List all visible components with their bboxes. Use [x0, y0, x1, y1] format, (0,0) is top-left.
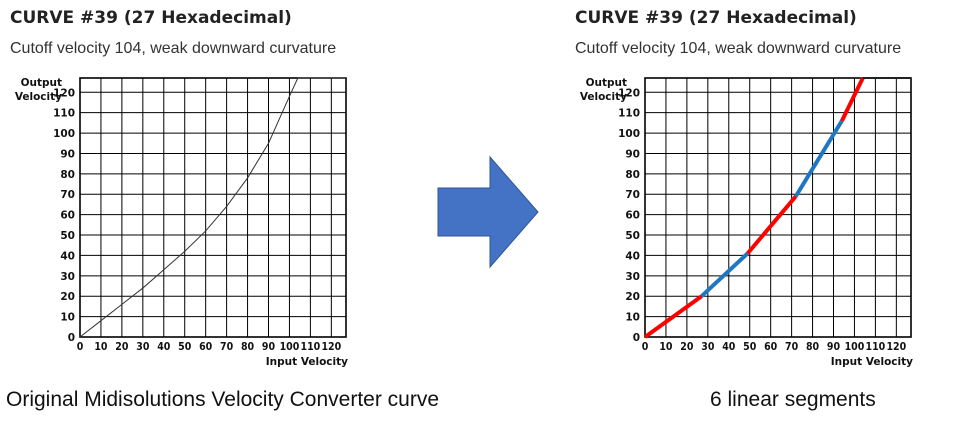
right-segment-4 — [794, 119, 844, 198]
left-chart-title: CURVE #39 (27 Hexadecimal) — [10, 8, 292, 28]
left-x-tick-label: 110 — [301, 341, 321, 353]
right-x-tick-label: 120 — [886, 341, 906, 353]
left-x-tick-label: 40 — [157, 341, 171, 353]
left-x-tick-label: 100 — [280, 341, 300, 353]
right-y-axis-label-line2: Velocity — [580, 91, 627, 103]
left-chart-subtitle: Cutoff velocity 104, weak downward curva… — [10, 40, 337, 57]
right-y-tick-label: 120 — [618, 87, 640, 99]
right-y-tick-label: 100 — [618, 128, 640, 140]
right-y-tick-label: 80 — [625, 169, 640, 181]
right-x-tick-label: 40 — [722, 341, 736, 353]
right-x-tick-label: 110 — [866, 341, 886, 353]
left-curve-line — [79, 77, 346, 338]
right-y-tick-label: 60 — [625, 210, 640, 222]
left-x-axis-label: Input Velocity — [266, 356, 348, 368]
right-y-tick-label: 110 — [618, 108, 640, 120]
left-y-tick-label: 90 — [60, 148, 75, 160]
right-x-tick-label: 90 — [827, 341, 841, 353]
right-y-tick-label: 10 — [625, 312, 640, 324]
right-x-tick-label: 50 — [743, 341, 757, 353]
right-y-axis-label-line1: Output — [586, 77, 627, 89]
right-x-tick-label: 10 — [659, 341, 673, 353]
right-arrow-icon — [437, 155, 539, 269]
left-y-tick-label: 80 — [60, 169, 75, 181]
right-caption: 6 linear segments — [710, 388, 876, 411]
left-x-tick-label: 0 — [77, 341, 84, 353]
right-chart-title: CURVE #39 (27 Hexadecimal) — [575, 8, 857, 28]
left-y-tick-label: 30 — [60, 271, 75, 283]
right-x-tick-label: 0 — [642, 341, 649, 353]
right-y-tick-label: 70 — [625, 189, 640, 201]
left-y-tick-label: 10 — [60, 312, 75, 324]
arrow-shape — [437, 155, 539, 269]
right-x-tick-label: 60 — [764, 341, 778, 353]
left-y-tick-label: 0 — [68, 332, 75, 344]
left-x-tick-label: 60 — [199, 341, 213, 353]
left-y-axis-label-line2: Velocity — [15, 91, 62, 103]
right-x-axis-label: Input Velocity — [831, 356, 913, 368]
left-x-tick-label: 50 — [178, 341, 192, 353]
left-y-tick-label: 20 — [60, 291, 75, 303]
left-y-tick-label: 70 — [60, 189, 75, 201]
right-segment-3 — [746, 194, 798, 255]
left-velocity-chart: 0 10 20 30 40 50 60 70 80 90 100 110 120010203040506… — [15, 77, 348, 368]
right-x-tick-label: 100 — [845, 341, 865, 353]
right-y-tick-label: 0 — [633, 332, 640, 344]
left-x-tick-label: 120 — [321, 341, 341, 353]
left-x-tick-label: 90 — [262, 341, 276, 353]
right-chart-subtitle: Cutoff velocity 104, weak downward curva… — [575, 40, 902, 57]
left-x-tick-label: 20 — [115, 341, 129, 353]
left-x-tick-label: 10 — [94, 341, 108, 353]
left-x-tick-label: 70 — [220, 341, 234, 353]
right-y-tick-label: 30 — [625, 271, 640, 283]
right-segment-1 — [643, 294, 703, 339]
left-y-tick-label: 120 — [53, 87, 75, 99]
right-velocity-chart: 0 10 20 30 40 50 60 70 80 90 100 110 120010203040506… — [580, 77, 913, 368]
right-segment-5 — [840, 77, 865, 122]
right-y-tick-label: 40 — [625, 250, 640, 262]
left-caption: Original Midisolutions Velocity Converte… — [6, 388, 440, 411]
right-x-tick-label: 80 — [806, 341, 820, 353]
left-y-tick-label: 50 — [60, 230, 75, 242]
left-x-tick-label: 30 — [136, 341, 150, 353]
right-x-tick-label: 20 — [680, 341, 694, 353]
left-y-tick-label: 40 — [60, 250, 75, 262]
right-segment-2 — [700, 251, 749, 298]
right-y-tick-label: 20 — [625, 291, 640, 303]
left-plot-frame — [79, 77, 347, 338]
right-x-tick-label: 70 — [785, 341, 799, 353]
left-x-tick-label: 80 — [241, 341, 255, 353]
right-y-tick-label: 50 — [625, 230, 640, 242]
left-y-tick-label: 100 — [53, 128, 75, 140]
right-x-tick-label: 30 — [701, 341, 715, 353]
right-y-tick-label: 90 — [625, 148, 640, 160]
left-y-tick-label: 110 — [53, 108, 75, 120]
left-y-axis-label-line1: Output — [21, 77, 62, 89]
right-plot-frame — [644, 77, 912, 338]
left-y-tick-label: 60 — [60, 210, 75, 222]
